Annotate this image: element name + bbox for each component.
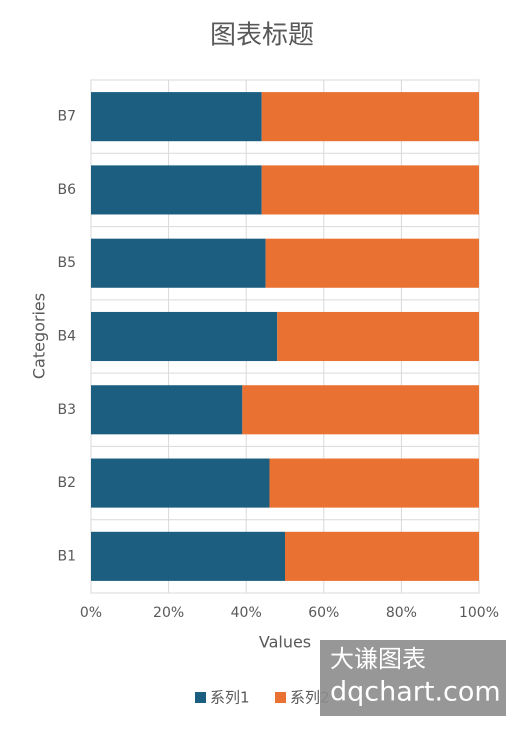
bar-segment xyxy=(91,165,262,215)
x-tick-label: 60% xyxy=(308,605,339,621)
bar-segment xyxy=(91,311,278,362)
x-tick-label: 80% xyxy=(386,605,417,621)
x-tick-label: 100% xyxy=(459,605,499,621)
bar-segment xyxy=(91,385,243,435)
legend-swatch xyxy=(275,692,286,703)
bar-segment xyxy=(269,458,479,508)
y-tick-label: B4 xyxy=(57,329,76,345)
bar-segment xyxy=(91,238,266,288)
watermark-box xyxy=(320,640,506,716)
x-axis-title: Values xyxy=(259,633,311,652)
y-tick-label: B2 xyxy=(57,475,76,491)
y-tick-label: B1 xyxy=(57,548,76,564)
y-tick-label: B7 xyxy=(57,109,76,125)
y-axis-title: Categories xyxy=(30,293,49,379)
chart-title: 图表标题 xyxy=(210,21,314,51)
bar-segment xyxy=(91,531,285,581)
x-tick-label: 0% xyxy=(80,605,102,621)
legend-label: 系列2 xyxy=(290,689,330,707)
y-tick-label: B6 xyxy=(57,182,76,198)
bar-segment xyxy=(242,385,479,435)
bar-segment xyxy=(91,92,262,142)
y-tick-label: B5 xyxy=(57,255,76,271)
x-tick-label: 40% xyxy=(231,605,262,621)
bar-segment xyxy=(265,238,479,288)
y-tick-label: B3 xyxy=(57,402,76,418)
bar-segment xyxy=(285,531,479,581)
bar-segment xyxy=(261,165,479,215)
legend-label: 系列1 xyxy=(210,689,250,707)
bar-segment xyxy=(91,458,270,508)
legend-swatch xyxy=(195,692,206,703)
bar-segment xyxy=(261,92,479,142)
watermark-text: dqchart.com xyxy=(330,677,501,708)
watermark-text: 大谦图表 xyxy=(330,645,426,673)
bar-segment xyxy=(277,311,479,362)
x-tick-label: 20% xyxy=(153,605,184,621)
